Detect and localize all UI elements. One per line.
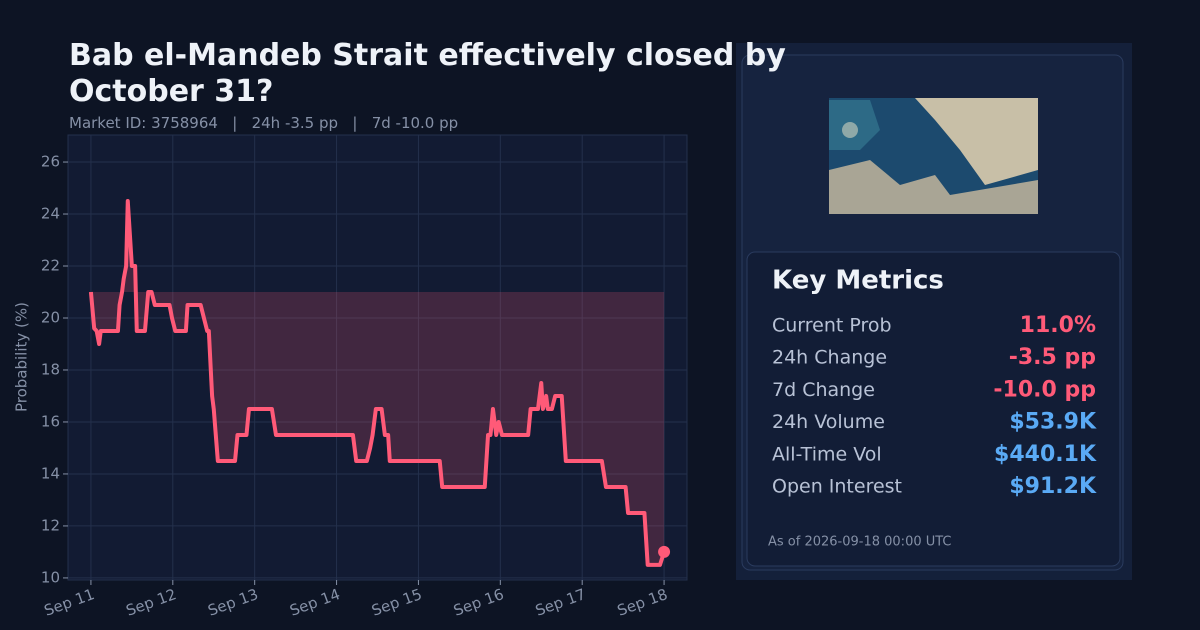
metric-value: $53.9K — [1009, 410, 1097, 435]
y-tick-label: 24 — [41, 205, 60, 223]
x-tick-label: Sep 13 — [205, 585, 260, 620]
change-area — [90, 201, 665, 565]
plot-area — [67, 134, 688, 581]
title: Bab el-Mandeb Strait effectively closed … — [69, 38, 786, 109]
y-tick-label: 20 — [41, 308, 60, 326]
y-tick-label: 26 — [41, 153, 60, 171]
x-tick-label: Sep 16 — [451, 585, 506, 620]
metrics-title: Key Metrics — [772, 266, 944, 296]
x-tick-label: Sep 14 — [287, 585, 342, 620]
metric-label: Open Interest — [772, 476, 902, 498]
metric-label: All-Time Vol — [772, 443, 882, 465]
metric-label: 7d Change — [772, 379, 875, 401]
metric-label: 24h Change — [772, 347, 887, 369]
metric-value: $91.2K — [1009, 474, 1097, 499]
probability-line — [88, 199, 666, 567]
as-of: As of 2026-09-18 00:00 UTC — [768, 535, 952, 550]
y-tick-label: 16 — [41, 412, 60, 430]
last-point — [658, 545, 671, 558]
y-tick-label: 14 — [41, 464, 60, 482]
x-tick-label: Sep 11 — [42, 585, 97, 620]
metric-value: -3.5 pp — [1009, 345, 1096, 370]
metrics-card — [746, 251, 1121, 567]
y-axis-label: Probability (%) — [13, 302, 31, 412]
metric-value: $440.1K — [994, 442, 1097, 467]
y-tick-label: 22 — [41, 257, 60, 275]
x-tick-label: Sep 18 — [615, 585, 670, 620]
y-tick-label: 12 — [41, 516, 60, 534]
metric-label: 24h Volume — [772, 411, 885, 433]
x-tick-label: Sep 12 — [124, 585, 179, 620]
subtitle: Market ID: 3758964 | 24h -3.5 pp | 7d -1… — [69, 114, 459, 132]
x-tick-label: Sep 15 — [369, 585, 424, 620]
metric-label: Current Prob — [772, 315, 892, 337]
y-tick-label: 10 — [41, 568, 60, 586]
metric-value: -10.0 pp — [993, 377, 1096, 402]
metric-value: 11.0% — [1020, 313, 1096, 338]
map-thumbnail — [829, 98, 1038, 214]
y-tick-label: 18 — [41, 360, 60, 378]
x-tick-label: Sep 17 — [533, 585, 588, 620]
